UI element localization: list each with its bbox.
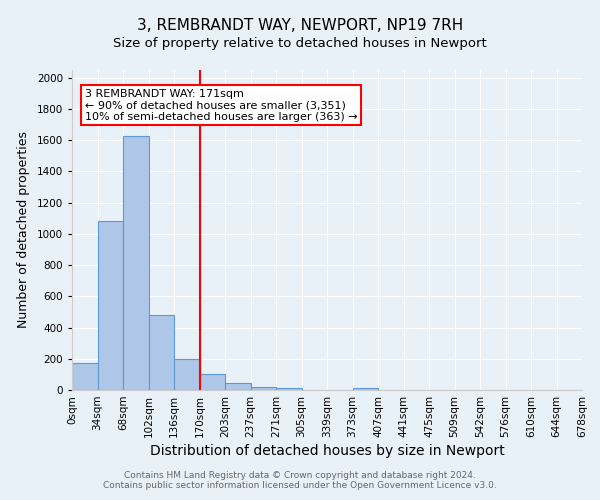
- Bar: [251, 387, 276, 390]
- X-axis label: Distribution of detached houses by size in Newport: Distribution of detached houses by size …: [149, 444, 505, 458]
- Bar: [276, 388, 302, 390]
- Bar: [72, 364, 97, 390]
- Text: Size of property relative to detached houses in Newport: Size of property relative to detached ho…: [113, 38, 487, 51]
- Bar: [174, 359, 199, 390]
- Bar: [225, 384, 251, 390]
- Bar: [199, 374, 225, 390]
- Bar: [97, 222, 123, 390]
- Bar: [149, 315, 174, 390]
- Text: Contains HM Land Registry data © Crown copyright and database right 2024.
Contai: Contains HM Land Registry data © Crown c…: [103, 470, 497, 490]
- Y-axis label: Number of detached properties: Number of detached properties: [17, 132, 30, 328]
- Bar: [353, 388, 378, 390]
- Text: 3 REMBRANDT WAY: 171sqm
← 90% of detached houses are smaller (3,351)
10% of semi: 3 REMBRANDT WAY: 171sqm ← 90% of detache…: [85, 88, 358, 122]
- Text: 3, REMBRANDT WAY, NEWPORT, NP19 7RH: 3, REMBRANDT WAY, NEWPORT, NP19 7RH: [137, 18, 463, 32]
- Bar: [123, 136, 149, 390]
